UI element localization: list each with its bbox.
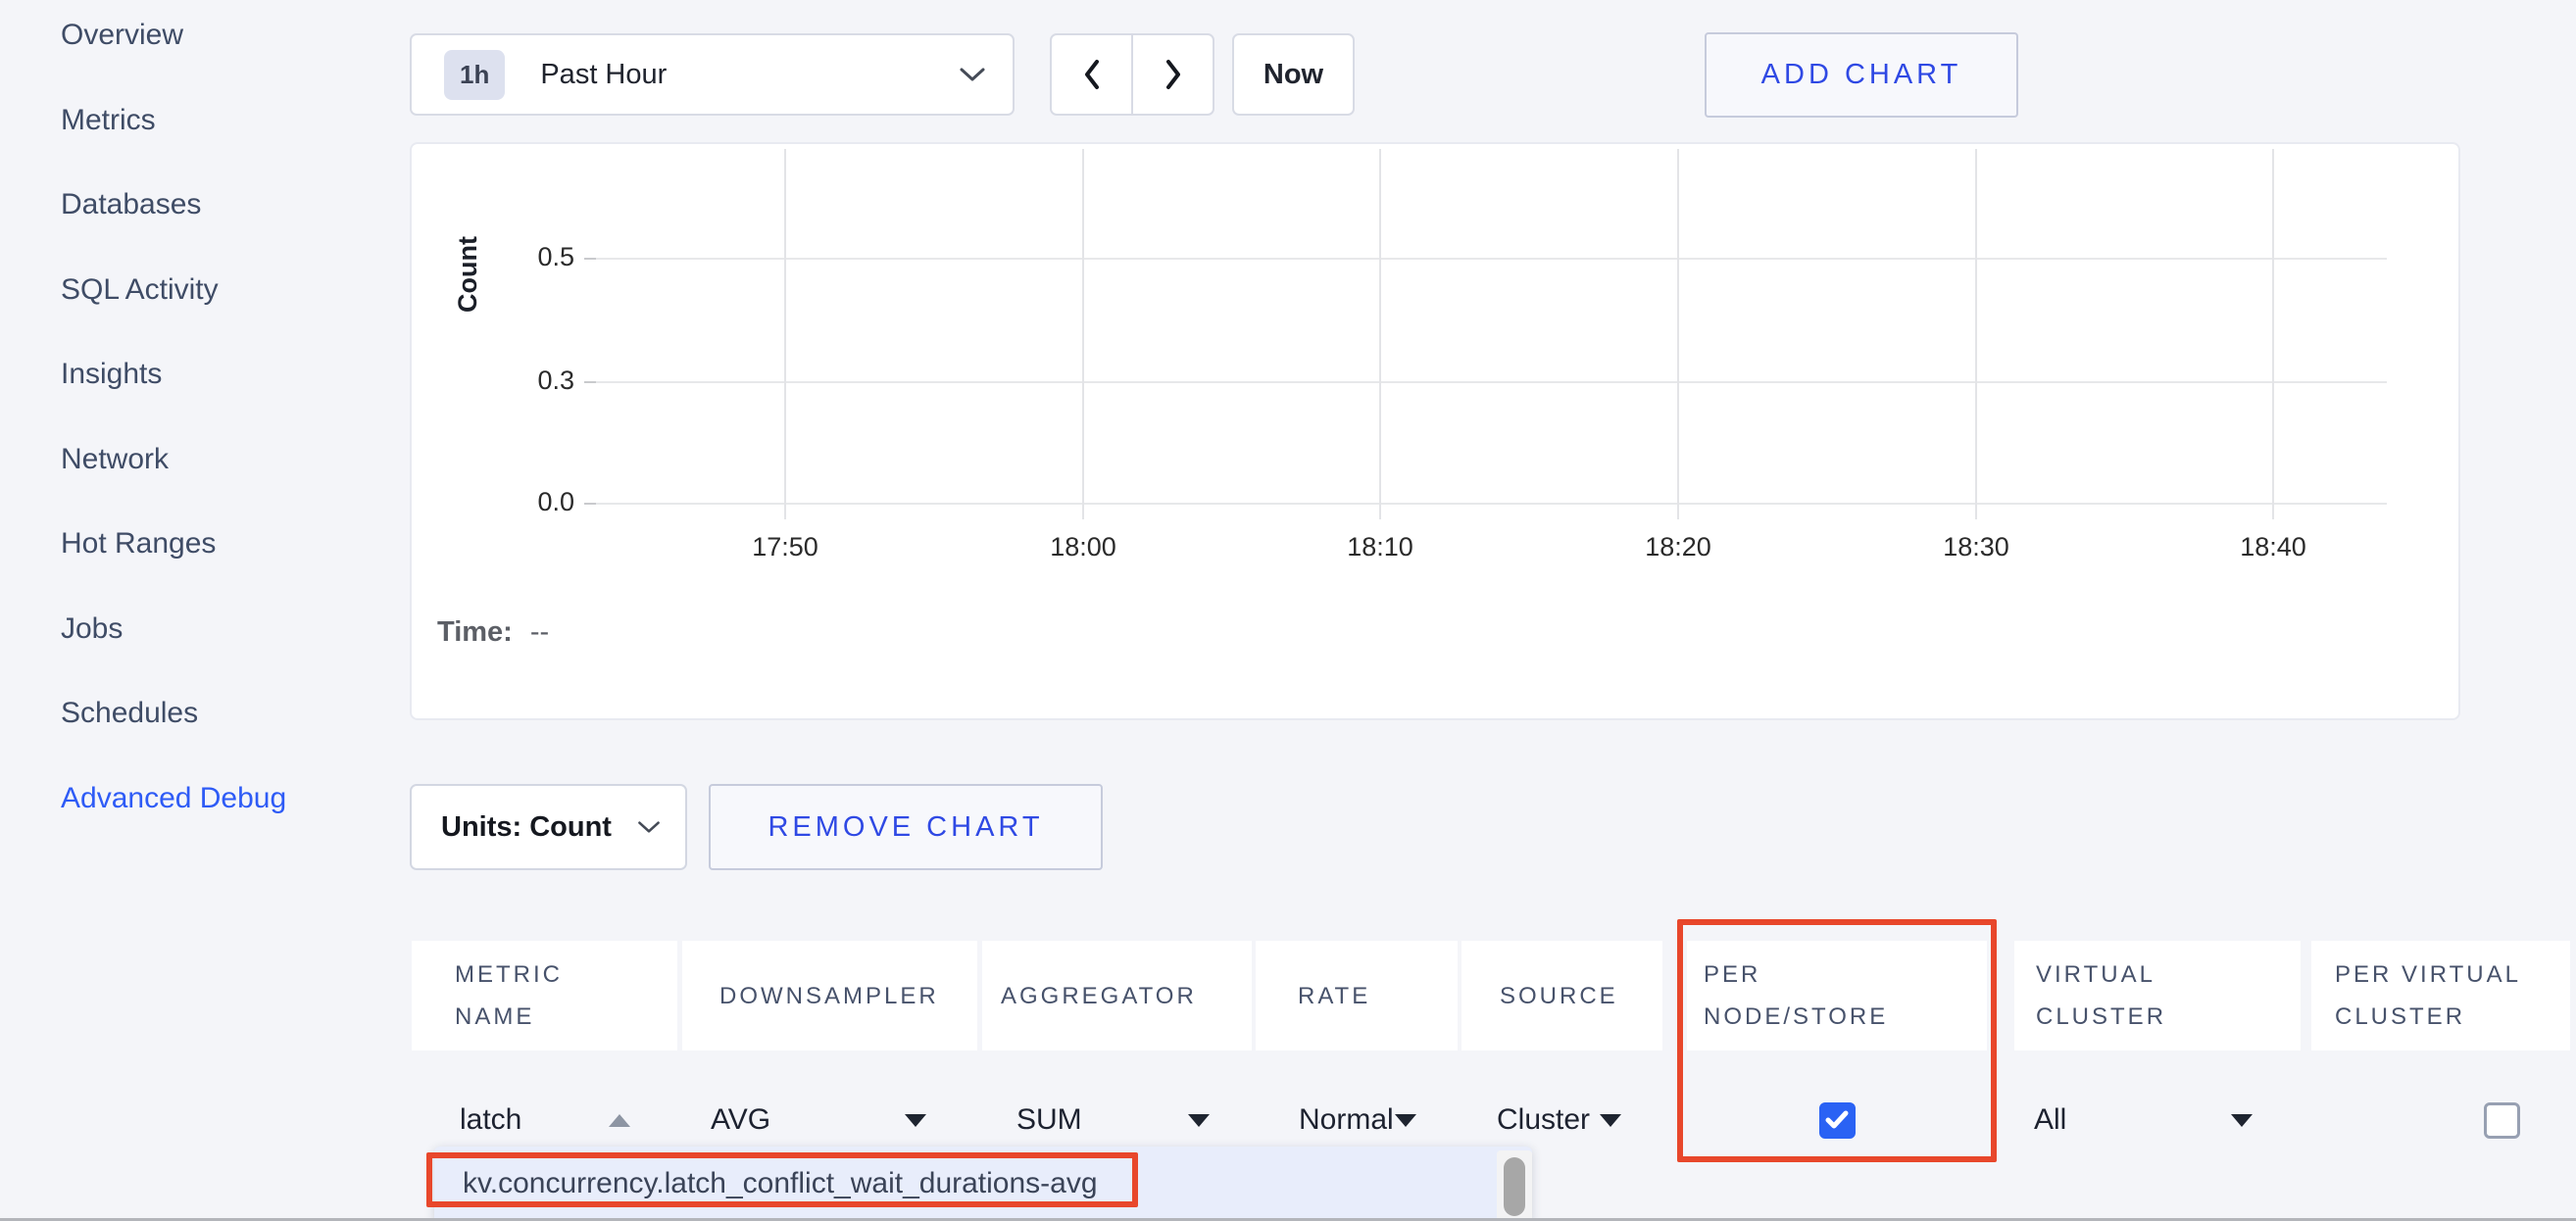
time-label: Time: [437,616,513,648]
per-node-store-checkbox[interactable] [1818,1101,1856,1139]
units-select[interactable]: Units: Count [410,784,687,870]
x-tick-label: 18:10 [1347,532,1413,562]
sidebar-item-advanced-debug[interactable]: Advanced Debug [61,781,287,814]
sidebar-item-hot-ranges[interactable]: Hot Ranges [61,527,217,561]
rate-select[interactable]: Normal [1256,1090,1458,1150]
sidebar-item-sql-activity[interactable]: SQL Activity [61,272,219,306]
gridline-vertical [2272,149,2274,519]
chevron-left-icon [1084,60,1099,89]
metric-autocomplete-dropdown: kv.concurrency.latch_conflict_wait_durat… [434,1147,1532,1221]
sidebar-item-metrics[interactable]: Metrics [61,103,156,136]
time-range-select[interactable]: 1h Past Hour [410,33,1015,116]
chevron-right-icon [1165,60,1180,89]
sidebar-item-databases[interactable]: Databases [61,188,202,221]
gridline-vertical [1082,149,1084,519]
column-header-rate: RATE [1256,941,1458,1050]
column-header-per-virtual-cluster: PER VIRTUAL CLUSTER [2311,941,2570,1050]
downsampler-value: AVG [711,1103,771,1136]
x-tick-label: 18:40 [2240,532,2306,562]
gridline-horizontal [584,258,2387,260]
time-forward-button[interactable] [1133,35,1213,114]
metric-name-input[interactable]: latch [412,1090,677,1150]
per-virtual-cluster-cell [2311,1090,2570,1150]
triangle-down-icon [1600,1113,1621,1127]
triangle-down-icon [2231,1113,2253,1127]
metric-name-value: latch [460,1103,522,1136]
time-back-button[interactable] [1052,35,1133,114]
dropdown-scrollbar[interactable] [1497,1150,1532,1221]
x-tick-label: 18:00 [1050,532,1116,562]
sidebar-item-schedules[interactable]: Schedules [61,697,199,730]
y-tick-label: 0.5 [537,242,574,271]
hover-time-readout: Time: -- [437,616,549,649]
time-value: -- [529,616,550,648]
column-header-source: SOURCE [1461,941,1662,1050]
triangle-down-icon [905,1113,926,1127]
sidebar-item-overview[interactable]: Overview [61,19,184,52]
x-tick-label: 18:20 [1645,532,1711,562]
gridline-vertical [784,149,786,519]
virtual-cluster-select[interactable]: All [2014,1090,2301,1150]
y-tick-label: 0.0 [537,487,574,516]
column-header-downsampler: DOWNSAMPLER [682,941,977,1050]
sidebar-item-network[interactable]: Network [61,442,170,475]
gridline-vertical [1379,149,1381,519]
triangle-down-icon [1395,1113,1416,1127]
per-virtual-cluster-checkbox[interactable] [2483,1101,2520,1139]
time-nav-buttons [1050,33,1214,116]
source-value: Cluster [1497,1103,1591,1136]
rate-value: Normal [1299,1103,1394,1136]
gridline-vertical [1975,149,1977,519]
triangle-up-icon [609,1113,630,1127]
gridline-vertical [1677,149,1679,519]
chevron-down-icon [960,68,985,81]
units-label: Units: Count [441,810,612,843]
x-tick-label: 18:30 [1943,532,2009,562]
chevron-down-icon [638,821,660,833]
column-header-virtual-cluster: VIRTUAL CLUSTER [2014,941,2301,1050]
y-tick-label: 0.3 [537,366,574,395]
metric-suggestion-item[interactable]: kv.concurrency.latch_conflict_wait_durat… [463,1167,1098,1199]
aggregator-value: SUM [1016,1103,1082,1136]
downsampler-select[interactable]: AVG [682,1090,977,1150]
source-select[interactable]: Cluster [1461,1090,1662,1150]
window-bottom-edge [0,1218,2576,1221]
gridline-horizontal [584,503,2387,505]
sidebar-item-insights[interactable]: Insights [61,358,163,391]
virtual-cluster-value: All [2034,1103,2067,1136]
time-range-label: Past Hour [540,58,668,90]
now-button[interactable]: Now [1232,33,1355,116]
column-header-metric-name: METRIC NAME [412,941,677,1050]
add-chart-button[interactable]: ADD CHART [1705,32,2018,118]
remove-chart-button[interactable]: REMOVE CHART [709,784,1103,870]
dropdown-scrollbar-thumb[interactable] [1504,1157,1525,1216]
y-axis-title: Count [453,236,482,313]
custom-chart-panel: Count 0.5 0.3 0.0 17:50 18:00 18:10 18:2… [410,142,2460,720]
column-header-per-node-store: PER NODE/STORE [1687,941,1987,1050]
x-tick-label: 17:50 [752,532,818,562]
aggregator-select[interactable]: SUM [982,1090,1252,1150]
triangle-down-icon [1188,1113,1210,1127]
time-range-badge: 1h [444,49,506,100]
column-header-aggregator: AGGREGATOR [982,941,1252,1050]
sidebar-item-jobs[interactable]: Jobs [61,611,124,645]
sidebar: Overview Metrics Databases SQL Activity … [61,0,384,841]
gridline-horizontal [584,381,2387,383]
checkmark-icon [1825,1110,1849,1129]
per-node-store-cell [1687,1090,1987,1150]
